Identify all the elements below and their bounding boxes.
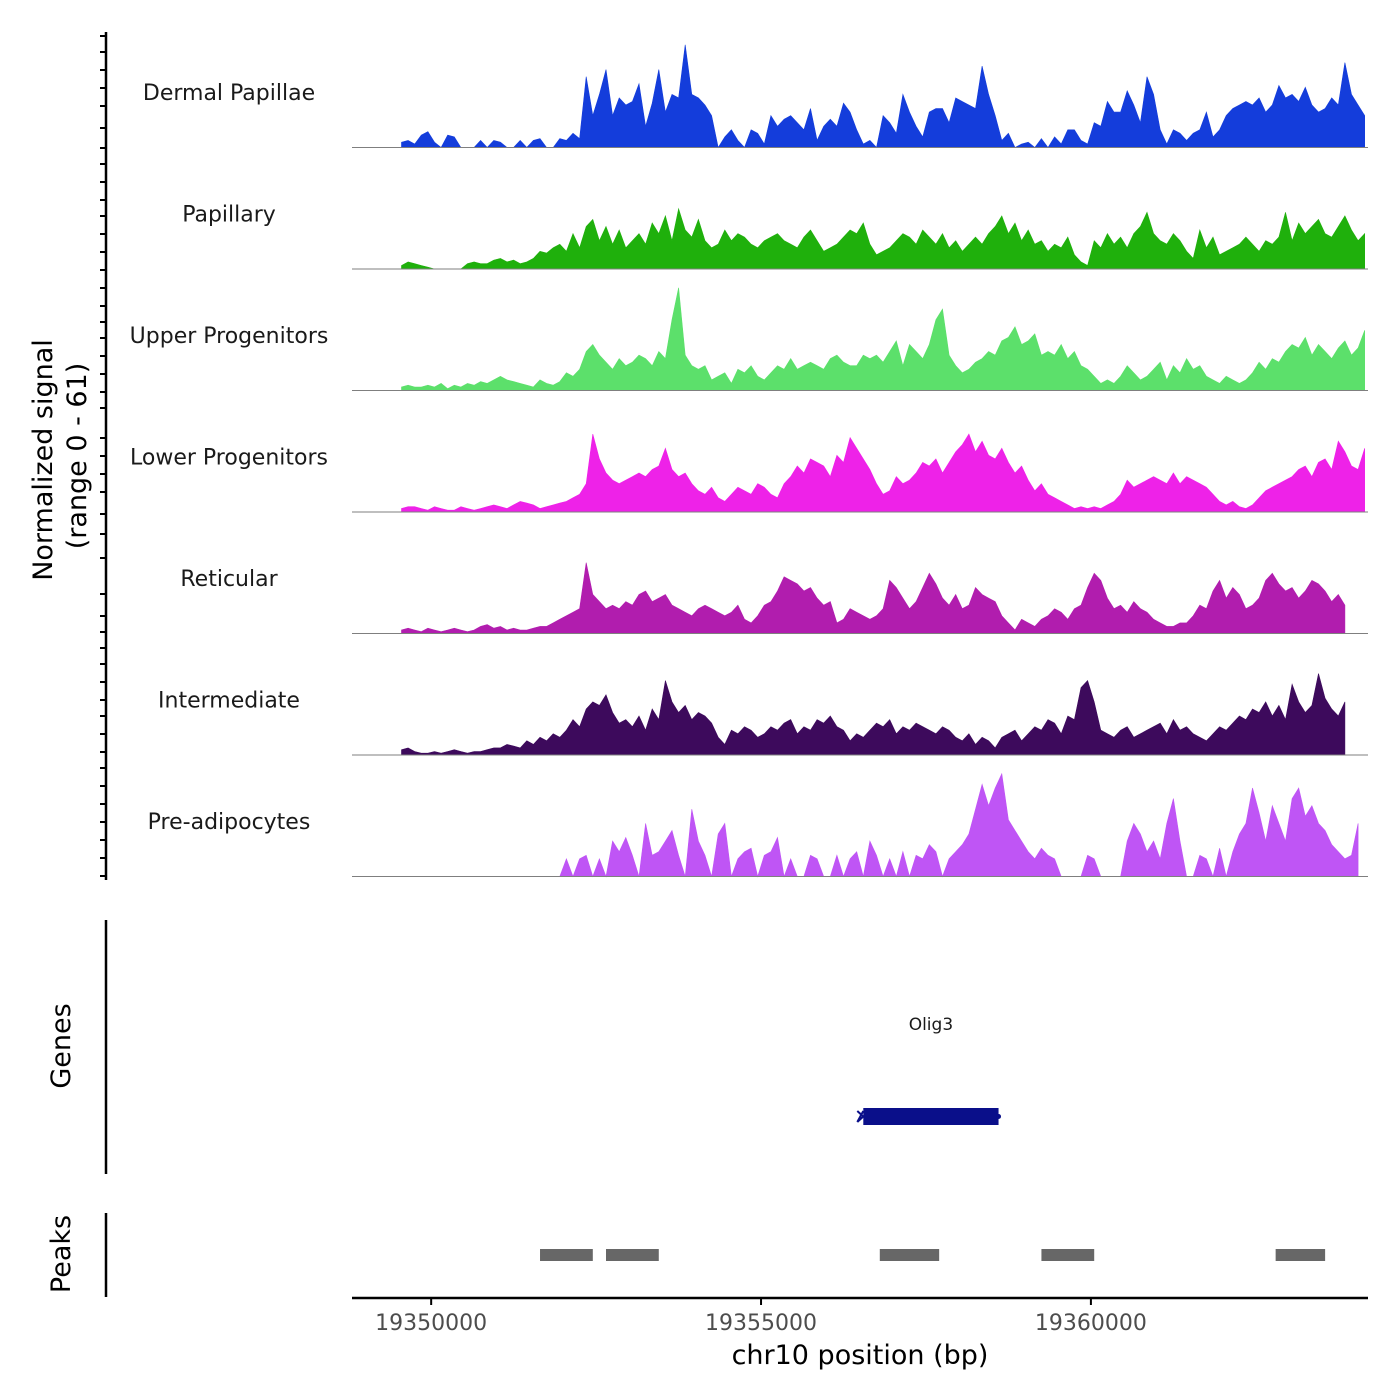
track-upper-progenitors: Upper Progenitors <box>130 287 1368 392</box>
signal-area-papillary <box>401 207 1365 270</box>
peak-bar <box>540 1249 593 1261</box>
gene-end-marker <box>996 1114 1002 1119</box>
peak-bar <box>1041 1249 1095 1261</box>
x-tick-label: 19360000 <box>1035 1311 1147 1336</box>
peak-bar <box>879 1249 940 1261</box>
signal-area-upper-progenitors <box>401 287 1365 391</box>
x-tick-label: 19350000 <box>375 1311 487 1336</box>
y-axis-title: Normalized signal <box>28 339 59 581</box>
track-label-dermal-papillae: Dermal Papillae <box>143 81 315 106</box>
signal-area-pre-adipocytes <box>401 772 1359 878</box>
signal-left-axis <box>100 32 108 880</box>
peaks-panel-title: Peaks <box>46 1215 77 1293</box>
genes-panel-title: Genes <box>46 1003 77 1088</box>
y-axis-subtitle: (range 0 - 61) <box>62 363 93 550</box>
track-lower-progenitors: Lower Progenitors <box>130 433 1368 513</box>
signal-area-intermediate <box>401 673 1346 756</box>
signal-area-reticular <box>401 562 1346 634</box>
track-label-intermediate: Intermediate <box>158 689 300 714</box>
track-papillary: Papillary <box>182 203 1368 270</box>
genes-panel: Olig3 <box>104 920 1002 1174</box>
track-label-papillary: Papillary <box>182 203 276 228</box>
x-axis-title: chr10 position (bp) <box>732 1340 989 1371</box>
signal-tracks: Dermal Papillae Papillary Upper Progenitor… <box>130 44 1368 878</box>
gene-strand-marker <box>856 1110 865 1123</box>
peak-bar <box>606 1249 659 1261</box>
track-label-pre-adipocytes: Pre-adipocytes <box>148 810 311 835</box>
track-label-reticular: Reticular <box>180 567 278 592</box>
signal-area-lower-progenitors <box>401 433 1365 513</box>
track-label-upper-progenitors: Upper Progenitors <box>130 324 329 349</box>
gene-body-olig3 <box>863 1108 999 1125</box>
track-intermediate: Intermediate <box>158 673 1368 756</box>
track-dermal-papillae: Dermal Papillae <box>143 44 1368 149</box>
x-tick-label: 19355000 <box>705 1311 817 1336</box>
peak-bar <box>1275 1249 1326 1261</box>
x-axis: 19350000 19355000 19360000 <box>352 1296 1368 1336</box>
track-pre-adipocytes: Pre-adipocytes <box>148 772 1368 878</box>
gene-label-olig3: Olig3 <box>909 1015 953 1035</box>
track-label-lower-progenitors: Lower Progenitors <box>130 446 328 471</box>
signal-area-dermal-papillae <box>401 44 1365 149</box>
peaks-panel <box>104 1213 1326 1297</box>
track-reticular: Reticular <box>180 562 1368 635</box>
